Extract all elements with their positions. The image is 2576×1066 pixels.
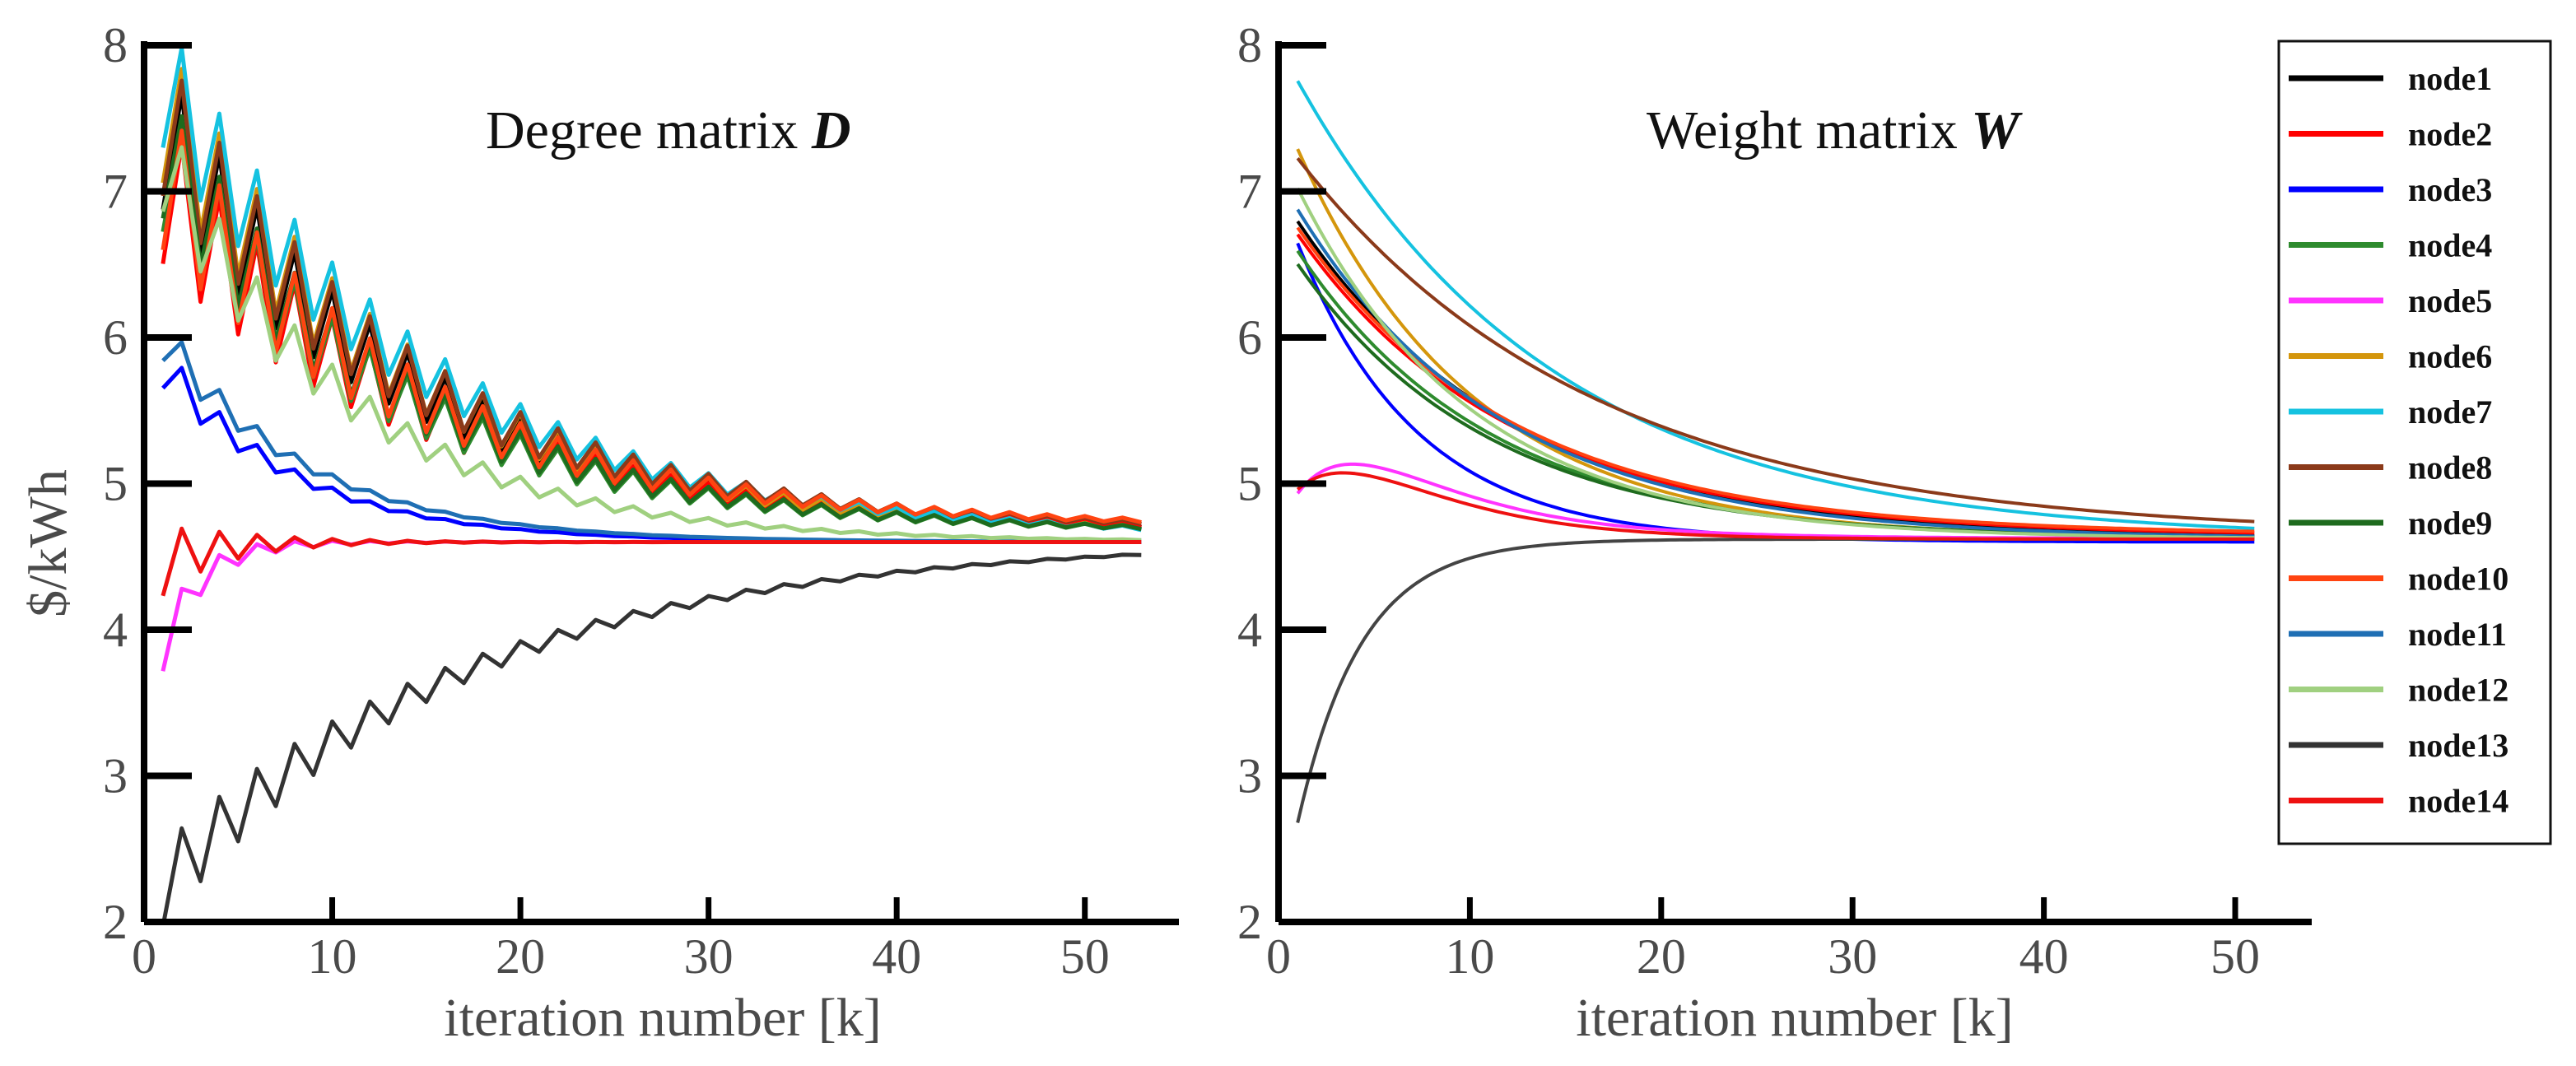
right-series-node6	[1296, 148, 2255, 539]
right-x-tick-label: 50	[2210, 929, 2260, 984]
legend-item-node7: node7	[2289, 393, 2492, 431]
right-chart-title: Weight matrix W	[1647, 100, 2023, 161]
degree-matrix-chart: 2 3 4 5 6 7 8 0 10 20 30 40 50 Degree matrix D itera…	[18, 18, 1179, 1048]
legend: node1 node2 node3 node4 node5 node6 node7 node8…	[2277, 40, 2552, 845]
right-y-tick-label: 2	[1237, 895, 1262, 949]
left-series-node14	[161, 526, 1142, 597]
left-x-tick-label: 20	[496, 929, 545, 984]
legend-item-node6: node6	[2289, 338, 2492, 375]
right-y-tick-label: 6	[1237, 310, 1262, 365]
legend-label: node7	[2408, 393, 2492, 431]
right-x-tick-label: 0	[1266, 929, 1291, 984]
left-x-tick-label: 30	[684, 929, 734, 984]
left-x-axis-title: iteration number [k]	[444, 988, 881, 1048]
legend-item-node4: node4	[2289, 227, 2492, 264]
right-series-node7	[1296, 80, 2255, 530]
right-y-tick-label: 5	[1237, 457, 1262, 511]
legend-item-node11: node11	[2289, 616, 2507, 653]
right-y-tick-label: 4	[1237, 603, 1262, 657]
legend-label: node4	[2408, 227, 2492, 264]
legend-label: node11	[2408, 616, 2507, 653]
left-y-tick-label: 7	[103, 165, 128, 219]
right-series-node13	[1296, 538, 2255, 823]
legend-label: node3	[2408, 171, 2492, 208]
right-series-layer	[1296, 80, 2255, 823]
right-y-tick-label: 8	[1237, 18, 1262, 72]
legend-label: node8	[2408, 449, 2492, 486]
left-series-node7	[161, 45, 1142, 533]
right-ticks: 2 3 4 5 6 7 8 0 10 20 30 40 50	[1237, 18, 2260, 984]
legend-label: node5	[2408, 282, 2492, 319]
left-ticks: 2 3 4 5 6 7 8 0 10 20 30 40 50	[103, 18, 1110, 984]
right-x-tick-label: 30	[1828, 929, 1877, 984]
left-y-axis-title: $/kWh	[18, 469, 78, 617]
legend-label: node13	[2408, 727, 2508, 764]
legend-item-node14: node14	[2289, 783, 2508, 820]
right-series-node4	[1296, 249, 2255, 539]
right-y-tick-label: 7	[1237, 165, 1262, 219]
right-x-tick-label: 40	[2019, 929, 2069, 984]
left-x-tick-label: 10	[308, 929, 357, 984]
legend-label: node10	[2408, 561, 2508, 598]
legend-item-node12: node12	[2289, 672, 2508, 709]
legend-item-node13: node13	[2289, 727, 2508, 764]
right-x-axis-title: iteration number [k]	[1576, 988, 2013, 1048]
legend-item-node9: node9	[2289, 505, 2492, 542]
legend-item-node3: node3	[2289, 171, 2492, 208]
legend-label: node6	[2408, 338, 2492, 375]
left-y-tick-label: 8	[103, 18, 128, 72]
right-y-tick-label: 3	[1237, 749, 1262, 803]
legend-label: node12	[2408, 672, 2508, 709]
legend-items: node1 node2 node3 node4 node5 node6 node7 node8…	[2289, 60, 2508, 820]
left-series-node13	[161, 552, 1142, 922]
right-series-node12	[1296, 187, 2255, 540]
legend-label: node14	[2408, 783, 2508, 820]
right-axes	[1275, 41, 2312, 925]
right-x-tick-label: 20	[1637, 929, 1686, 984]
left-series-node5	[161, 538, 1142, 672]
legend-item-node10: node10	[2289, 561, 2508, 598]
left-y-tick-label: 6	[103, 310, 128, 365]
legend-item-node1: node1	[2289, 60, 2492, 97]
right-x-tick-label: 10	[1445, 929, 1494, 984]
legend-item-node2: node2	[2289, 116, 2492, 153]
weight-matrix-chart: 2 3 4 5 6 7 8 0 10 20 30 40 50 Weight matrix W itera…	[1237, 18, 2312, 1048]
left-y-tick-label: 2	[103, 895, 128, 949]
left-y-tick-label: 4	[103, 603, 128, 657]
left-y-tick-label: 3	[103, 749, 128, 803]
left-x-tick-label: 0	[132, 929, 156, 984]
left-series-node12	[161, 145, 1142, 542]
left-series-layer	[161, 45, 1142, 922]
legend-box	[2277, 40, 2552, 845]
legend-item-node8: node8	[2289, 449, 2492, 486]
left-x-tick-label: 40	[872, 929, 921, 984]
legend-label: node1	[2408, 60, 2492, 97]
left-chart-title: Degree matrix D	[486, 100, 850, 161]
legend-label: node9	[2408, 505, 2492, 542]
right-series-node14	[1296, 471, 2255, 541]
right-series-node8	[1296, 157, 2255, 524]
left-y-tick-label: 5	[103, 457, 128, 511]
left-x-tick-label: 50	[1060, 929, 1110, 984]
legend-item-node5: node5	[2289, 282, 2492, 319]
right-series-node11	[1296, 208, 2255, 538]
left-series-node10	[161, 128, 1142, 524]
legend-label: node2	[2408, 116, 2492, 153]
